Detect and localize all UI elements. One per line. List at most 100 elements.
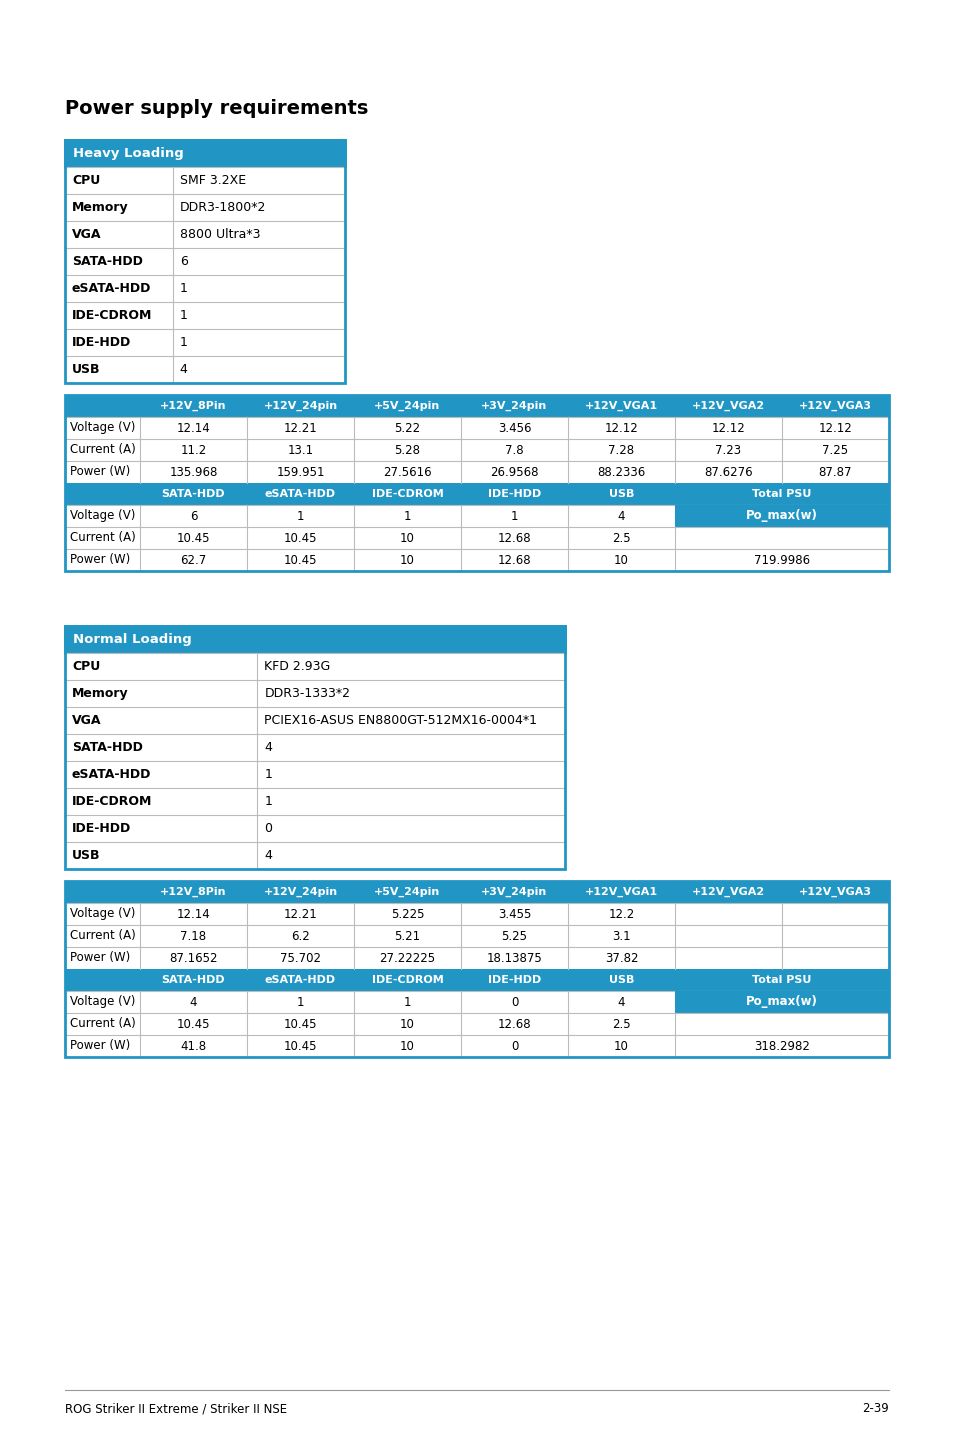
Text: 87.6276: 87.6276 (703, 466, 752, 479)
Text: +5V_24pin: +5V_24pin (374, 401, 440, 411)
FancyBboxPatch shape (65, 626, 564, 653)
Text: 4: 4 (618, 995, 624, 1008)
Text: CPU: CPU (71, 660, 100, 673)
Text: 1: 1 (179, 336, 188, 349)
Text: Total PSU: Total PSU (752, 975, 811, 985)
Text: Total PSU: Total PSU (752, 489, 811, 499)
Text: IDE-CDROM: IDE-CDROM (372, 975, 443, 985)
Text: 1: 1 (296, 995, 304, 1008)
FancyBboxPatch shape (65, 167, 345, 194)
Text: Normal Loading: Normal Loading (73, 633, 192, 646)
FancyBboxPatch shape (65, 815, 564, 843)
Text: 4: 4 (264, 848, 273, 861)
Text: IDE-CDROM: IDE-CDROM (71, 795, 152, 808)
Text: IDE-HDD: IDE-HDD (71, 823, 132, 835)
Text: Memory: Memory (71, 687, 129, 700)
Text: SATA-HDD: SATA-HDD (161, 975, 225, 985)
FancyBboxPatch shape (65, 417, 888, 439)
Text: 4: 4 (179, 362, 188, 375)
Text: SATA-HDD: SATA-HDD (161, 489, 225, 499)
FancyBboxPatch shape (65, 948, 888, 969)
Text: 18.13875: 18.13875 (486, 952, 542, 965)
FancyBboxPatch shape (65, 194, 345, 221)
Text: CPU: CPU (71, 174, 100, 187)
Text: Po_max(w): Po_max(w) (745, 995, 817, 1008)
Text: Po_max(w): Po_max(w) (745, 509, 817, 522)
Text: 1: 1 (179, 282, 188, 295)
Text: Heavy Loading: Heavy Loading (73, 147, 184, 160)
Text: 1: 1 (403, 509, 411, 522)
Text: 37.82: 37.82 (604, 952, 638, 965)
FancyBboxPatch shape (65, 329, 345, 357)
FancyBboxPatch shape (65, 483, 888, 505)
FancyBboxPatch shape (65, 1012, 888, 1035)
Text: +12V_8Pin: +12V_8Pin (160, 887, 227, 897)
Text: 10.45: 10.45 (176, 532, 210, 545)
Text: Current (A): Current (A) (70, 532, 135, 545)
Text: Voltage (V): Voltage (V) (70, 907, 135, 920)
Text: 0: 0 (510, 1040, 517, 1053)
Text: 12.21: 12.21 (283, 421, 317, 434)
FancyBboxPatch shape (65, 139, 345, 167)
FancyBboxPatch shape (65, 357, 345, 383)
Text: 7.8: 7.8 (505, 443, 523, 456)
FancyBboxPatch shape (65, 788, 564, 815)
Text: 7.25: 7.25 (821, 443, 847, 456)
Text: 87.1652: 87.1652 (169, 952, 217, 965)
Text: IDE-CDROM: IDE-CDROM (71, 309, 152, 322)
FancyBboxPatch shape (65, 395, 888, 417)
Text: 10.45: 10.45 (283, 1018, 317, 1031)
Text: 10: 10 (614, 1040, 628, 1053)
Text: 10: 10 (399, 554, 415, 567)
Text: 13.1: 13.1 (287, 443, 314, 456)
Text: DDR3-1333*2: DDR3-1333*2 (264, 687, 350, 700)
Text: 2.5: 2.5 (612, 1018, 630, 1031)
Text: 6.2: 6.2 (291, 929, 310, 942)
Text: USB: USB (71, 848, 100, 861)
Text: Voltage (V): Voltage (V) (70, 509, 135, 522)
FancyBboxPatch shape (65, 439, 888, 462)
FancyBboxPatch shape (65, 680, 564, 707)
Text: 318.2982: 318.2982 (753, 1040, 809, 1053)
Text: IDE-CDROM: IDE-CDROM (372, 489, 443, 499)
Text: 0: 0 (264, 823, 273, 835)
Text: Voltage (V): Voltage (V) (70, 421, 135, 434)
Text: SATA-HDD: SATA-HDD (71, 741, 143, 754)
Text: 5.22: 5.22 (394, 421, 420, 434)
Text: USB: USB (608, 489, 634, 499)
Text: 12.12: 12.12 (604, 421, 638, 434)
FancyBboxPatch shape (65, 549, 888, 571)
Text: +3V_24pin: +3V_24pin (481, 887, 547, 897)
Text: 7.18: 7.18 (180, 929, 207, 942)
Text: DDR3-1800*2: DDR3-1800*2 (179, 201, 266, 214)
Text: 3.456: 3.456 (497, 421, 531, 434)
FancyBboxPatch shape (65, 733, 564, 761)
FancyBboxPatch shape (65, 505, 888, 526)
Text: 1: 1 (510, 509, 517, 522)
FancyBboxPatch shape (65, 991, 888, 1012)
Text: Power (W): Power (W) (70, 1040, 131, 1053)
Text: eSATA-HDD: eSATA-HDD (71, 768, 152, 781)
Text: eSATA-HDD: eSATA-HDD (71, 282, 152, 295)
Text: 12.68: 12.68 (497, 554, 531, 567)
Text: 88.2336: 88.2336 (597, 466, 645, 479)
Text: 1: 1 (403, 995, 411, 1008)
FancyBboxPatch shape (675, 505, 888, 526)
Text: 1: 1 (264, 768, 273, 781)
Text: +12V_24pin: +12V_24pin (263, 401, 337, 411)
Text: 3.1: 3.1 (612, 929, 630, 942)
Text: 75.702: 75.702 (280, 952, 320, 965)
FancyBboxPatch shape (675, 991, 888, 1012)
Text: +12V_VGA1: +12V_VGA1 (584, 401, 658, 411)
Text: PCIEX16-ASUS EN8800GT-512MX16-0004*1: PCIEX16-ASUS EN8800GT-512MX16-0004*1 (264, 715, 537, 728)
Text: 719.9986: 719.9986 (753, 554, 809, 567)
Text: 0: 0 (510, 995, 517, 1008)
FancyBboxPatch shape (65, 1035, 888, 1057)
Text: USB: USB (71, 362, 100, 375)
FancyBboxPatch shape (65, 881, 888, 903)
FancyBboxPatch shape (65, 275, 345, 302)
Text: 87.87: 87.87 (818, 466, 851, 479)
FancyBboxPatch shape (65, 925, 888, 948)
Text: Current (A): Current (A) (70, 929, 135, 942)
Text: IDE-HDD: IDE-HDD (487, 975, 540, 985)
